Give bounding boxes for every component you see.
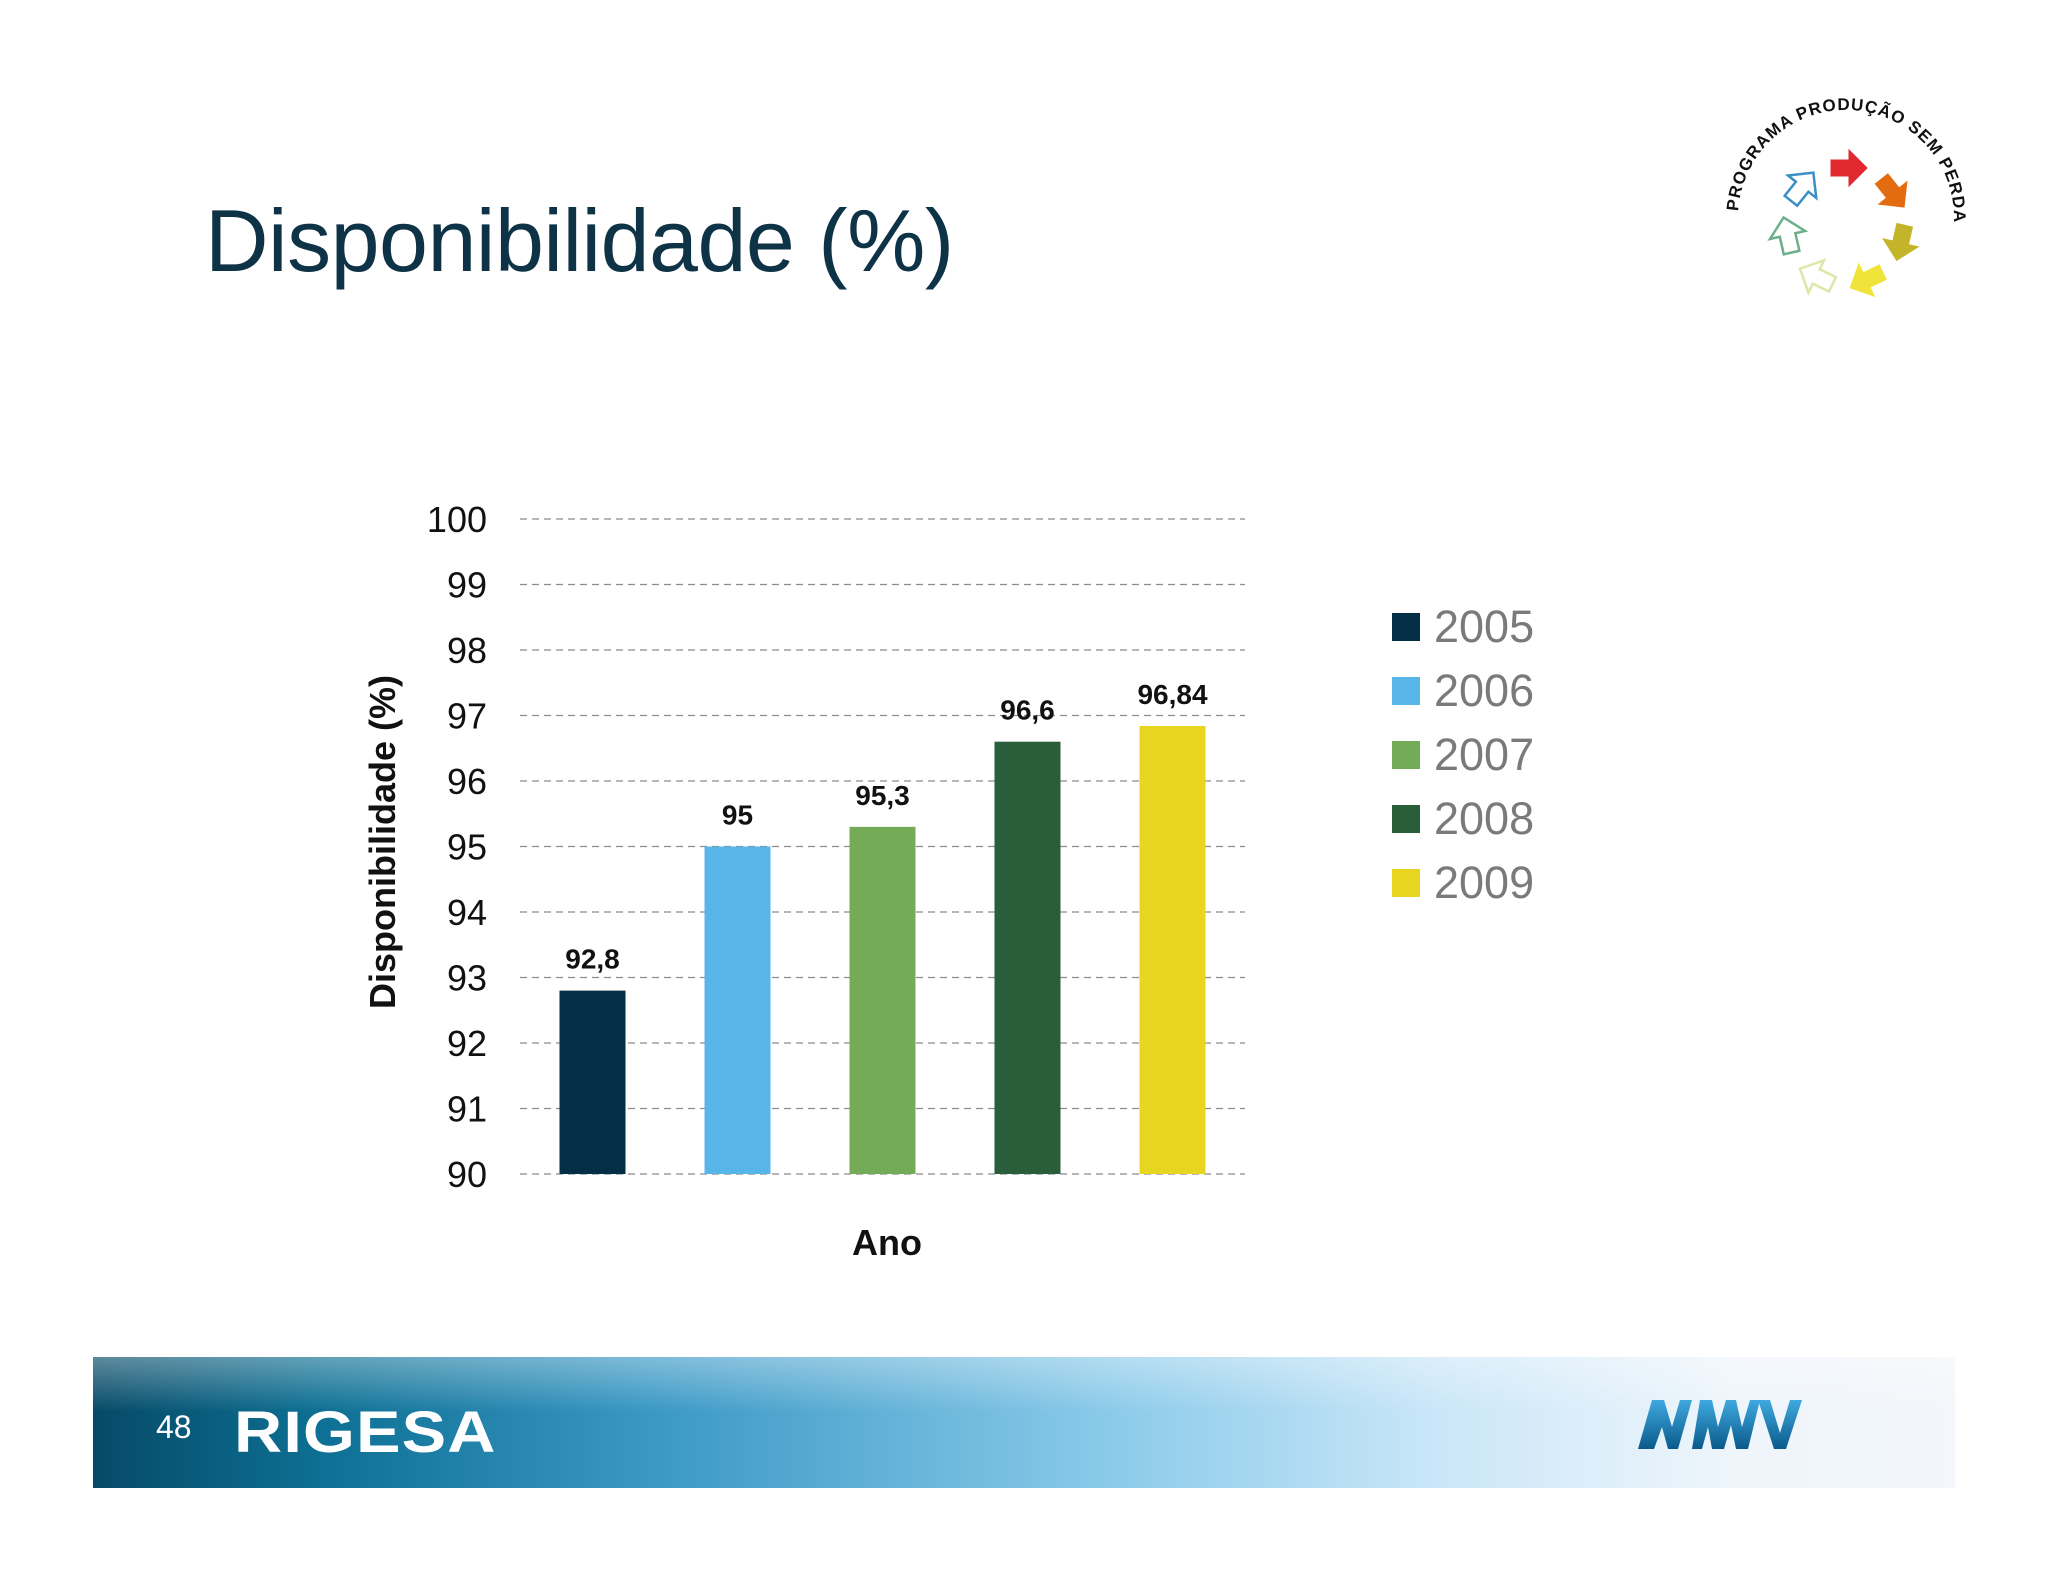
- data-label-2007: 95,3: [855, 780, 910, 811]
- y-tick-label: 90: [447, 1154, 487, 1195]
- y-tick-label: 98: [447, 630, 487, 671]
- legend-label: 2008: [1434, 793, 1535, 844]
- page-number: 48: [156, 1409, 192, 1445]
- program-arrows-icon: [1767, 148, 1920, 298]
- bars: [559, 725, 1206, 1174]
- y-axis-label: Disponibilidade (%): [362, 675, 403, 1009]
- y-tick-label: 94: [447, 892, 487, 933]
- data-label-2006: 95: [722, 800, 753, 831]
- data-label-2009: 96,84: [1137, 679, 1207, 710]
- data-labels: 92,8 95 95,3 96,6 96,84: [565, 679, 1208, 975]
- y-axis-ticks: 90 91 92 93 94 95 96 97 98 99 100: [427, 499, 487, 1195]
- footer-banner: 48 RIGESA: [93, 1357, 1955, 1488]
- program-arrow: [1782, 171, 1818, 208]
- rigesa-logo: RIGESA: [234, 1400, 497, 1465]
- legend-swatch: [1392, 677, 1420, 705]
- program-arrow: [1830, 148, 1868, 188]
- bar-2009: [1139, 725, 1206, 1174]
- y-tick-label: 96: [447, 761, 487, 802]
- y-tick-label: 95: [447, 827, 487, 868]
- y-tick-label: 97: [447, 696, 487, 737]
- data-label-2005: 92,8: [565, 944, 620, 975]
- mwv-logo: [1638, 1400, 1802, 1449]
- slide-title: Disponibilidade (%): [205, 191, 954, 290]
- program-arrow: [1882, 222, 1920, 262]
- bar-2008: [994, 741, 1061, 1174]
- y-tick-label: 99: [447, 565, 487, 606]
- legend-item-2007: 2007: [1392, 723, 1534, 787]
- legend-label: 2009: [1434, 857, 1535, 908]
- programa-producao-sem-perdas-logo: PROGRAMA PRODUÇÃO SEM PERDAS: [1720, 88, 1968, 298]
- legend-swatch: [1392, 869, 1420, 897]
- bar-2005: [559, 990, 626, 1174]
- program-arrow: [1849, 262, 1887, 298]
- x-axis-label: Ano: [852, 1222, 922, 1263]
- legend-swatch: [1392, 805, 1420, 833]
- y-tick-label: 91: [447, 1089, 487, 1130]
- legend-swatch: [1392, 613, 1420, 641]
- y-tick-label: 92: [447, 1023, 487, 1064]
- legend-item-2006: 2006: [1392, 659, 1534, 723]
- legend-label: 2006: [1434, 665, 1535, 716]
- legend-item-2008: 2008: [1392, 787, 1534, 851]
- y-tick-label: 93: [447, 958, 487, 999]
- program-arrow: [1798, 258, 1838, 296]
- bar-2007: [849, 826, 916, 1174]
- footer-sheen: [93, 1357, 1955, 1412]
- program-arrow: [1874, 173, 1908, 208]
- legend-label: 2007: [1434, 729, 1535, 780]
- y-tick-label: 100: [427, 499, 487, 540]
- program-arrow: [1767, 215, 1809, 256]
- chart-legend: 2005 2006 2007 2008 2009: [1392, 595, 1534, 915]
- data-label-2008: 96,6: [1000, 695, 1055, 726]
- legend-label: 2005: [1434, 601, 1535, 652]
- legend-item-2005: 2005: [1392, 595, 1534, 659]
- bar-2006: [704, 846, 771, 1174]
- legend-swatch: [1392, 741, 1420, 769]
- legend-item-2009: 2009: [1392, 851, 1534, 915]
